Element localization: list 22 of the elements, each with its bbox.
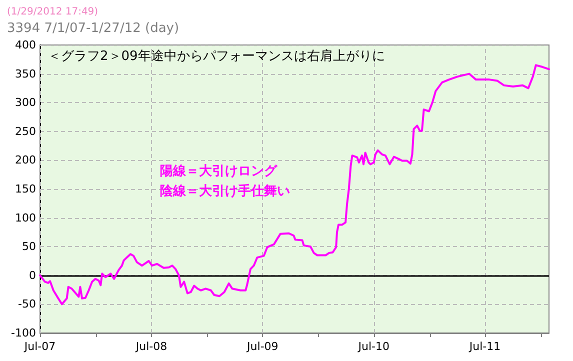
y-tick-label: -50 [18, 298, 36, 311]
annotation: 陰線＝大引け手仕舞い [160, 183, 290, 199]
y-tick-label: 200 [15, 154, 36, 167]
y-tick-label: 100 [15, 211, 36, 224]
x-tick-label: Jul-11 [468, 340, 501, 353]
y-tick-label: 350 [15, 67, 36, 80]
annotation: 陽線＝大引けロング [160, 164, 278, 179]
y-tick-label: 400 [15, 38, 36, 52]
line-series [39, 64, 550, 306]
y-tick-label: 50 [22, 240, 36, 254]
x-tick-label: Jul-10 [357, 340, 390, 353]
x-tick-label: Jul-09 [246, 340, 278, 353]
chart-title: 3394 7/1/07-1/27/12 (day) [7, 21, 180, 36]
y-tick-label: 150 [15, 182, 36, 196]
y-tick-label: -100 [11, 326, 36, 340]
x-tick-label: Jul-08 [134, 340, 168, 353]
y-tick-label: 300 [15, 96, 36, 110]
chart-subtitle: (1/29/2012 17:49) [7, 6, 98, 18]
x-tick-label: Jul-07 [23, 340, 56, 353]
annotation: ＜グラフ2＞09年途中からパフォーマンスは右肩上がりに [48, 48, 385, 64]
y-tick-label: 0 [29, 268, 36, 282]
y-tick-label: 250 [15, 124, 36, 138]
